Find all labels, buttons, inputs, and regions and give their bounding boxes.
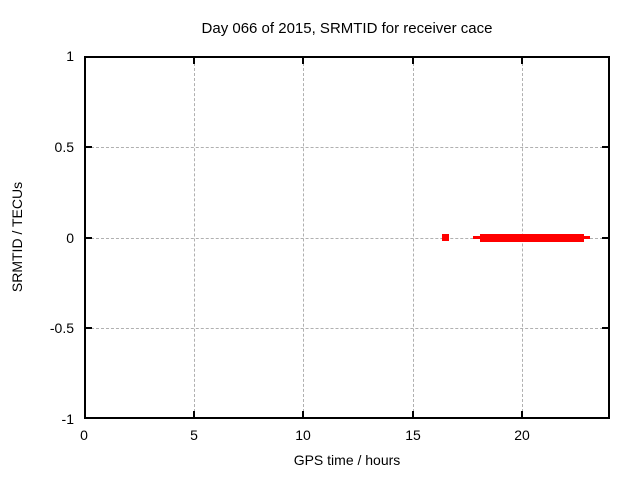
grid-line-horizontal bbox=[86, 238, 608, 239]
x-tick-label: 0 bbox=[80, 427, 88, 443]
y-tick-mark bbox=[602, 146, 608, 148]
x-tick-mark bbox=[412, 411, 414, 417]
y-tick-mark bbox=[86, 146, 92, 148]
x-tick-mark bbox=[521, 411, 523, 417]
grid-line-horizontal bbox=[86, 328, 608, 329]
y-tick-mark bbox=[602, 327, 608, 329]
grid-line-vertical bbox=[194, 58, 195, 417]
x-tick-label: 5 bbox=[190, 427, 198, 443]
y-tick-label: -1 bbox=[61, 411, 74, 427]
y-tick-label: 0 bbox=[66, 230, 74, 246]
x-tick-mark bbox=[521, 58, 523, 64]
grid-line-vertical bbox=[303, 58, 304, 417]
x-tick-mark bbox=[193, 58, 195, 64]
x-tick-mark bbox=[302, 58, 304, 64]
x-tick-mark bbox=[412, 58, 414, 64]
x-tick-label: 15 bbox=[405, 427, 421, 443]
grid-line-horizontal bbox=[86, 147, 608, 148]
y-tick-mark bbox=[86, 237, 92, 239]
x-tick-label: 20 bbox=[514, 427, 530, 443]
y-tick-label: -0.5 bbox=[49, 320, 74, 336]
y-tick-mark bbox=[602, 237, 608, 239]
x-tick-mark bbox=[193, 411, 195, 417]
y-tick-label: 1 bbox=[66, 48, 74, 64]
x-axis-label: GPS time / hours bbox=[293, 452, 401, 468]
data-point bbox=[442, 234, 449, 241]
plot-border bbox=[84, 56, 610, 419]
y-tick-mark bbox=[86, 327, 92, 329]
x-tick-label: 10 bbox=[295, 427, 311, 443]
y-tick-label: 0.5 bbox=[54, 139, 74, 155]
grid-line-vertical bbox=[413, 58, 414, 417]
x-tick-mark bbox=[302, 411, 304, 417]
chart-title: Day 066 of 2015, SRMTID for receiver cac… bbox=[201, 20, 493, 37]
data-band bbox=[480, 234, 584, 242]
